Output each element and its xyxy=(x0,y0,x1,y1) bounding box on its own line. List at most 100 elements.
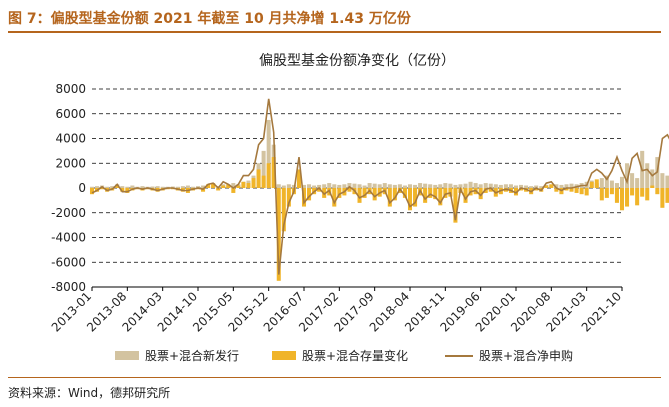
bar-stock-change xyxy=(660,188,665,208)
bar-new-issue xyxy=(524,185,529,188)
y-tick-label: -4000 xyxy=(51,231,86,245)
bar-new-issue xyxy=(372,183,377,188)
bar-stock-change xyxy=(296,169,301,188)
bar-stock-change xyxy=(463,188,468,203)
bar-stock-change xyxy=(619,188,625,211)
bar-new-issue xyxy=(95,186,100,188)
bar-stock-change xyxy=(513,188,519,196)
bar-new-issue xyxy=(660,173,665,188)
bar-new-issue xyxy=(630,173,635,188)
bar-stock-change xyxy=(433,188,438,200)
bar-new-issue xyxy=(407,184,413,188)
bar-new-issue xyxy=(140,186,145,188)
bar-new-issue xyxy=(428,184,433,188)
bar-new-issue xyxy=(150,186,155,188)
bar-new-issue xyxy=(120,186,125,188)
bar-new-issue xyxy=(554,184,559,188)
bar-new-issue xyxy=(317,184,322,188)
bar-new-issue xyxy=(130,185,135,188)
bar-new-issue xyxy=(513,185,519,188)
y-tick-label: -8000 xyxy=(51,280,86,294)
bar-stock-change xyxy=(236,185,241,188)
bar-stock-change xyxy=(100,188,105,190)
bar-new-issue xyxy=(286,184,291,188)
bar-stock-change xyxy=(584,188,589,196)
bar-new-issue xyxy=(362,185,367,188)
bar-new-issue xyxy=(160,186,165,188)
bar-stock-change xyxy=(428,188,433,198)
bar-new-issue xyxy=(478,184,483,188)
bar-new-issue xyxy=(493,184,498,188)
bar-new-issue xyxy=(397,184,402,188)
bar-new-issue xyxy=(342,184,347,188)
bar-stock-change xyxy=(594,179,599,188)
bar-new-issue xyxy=(619,176,625,188)
chart-canvas: 偏股型基金份额净变化（亿份） -8000 -6000 -4000 -2000 0 2000 4… xyxy=(49,52,669,335)
header-rule xyxy=(8,31,661,33)
bar-stock-change xyxy=(89,188,95,195)
bar-stock-change xyxy=(519,188,524,191)
figure-header: 图 7：偏股型基金份额 2021 年截至 10 月共净增 1.43 万亿份 xyxy=(8,11,411,27)
bar-stock-change xyxy=(120,188,125,192)
bar-new-issue xyxy=(322,184,327,188)
bar-stock-change xyxy=(387,188,392,207)
bar-new-issue xyxy=(402,185,407,188)
bar-new-issue xyxy=(438,184,443,188)
bar-stock-change xyxy=(478,188,483,200)
bar-new-issue xyxy=(534,185,539,188)
bar-new-issue xyxy=(498,184,503,188)
bar-new-issue xyxy=(418,183,423,188)
bar-stock-change xyxy=(276,188,281,281)
bar-new-issue xyxy=(488,183,493,188)
bar-new-issue xyxy=(650,169,655,188)
bar-stock-change xyxy=(443,188,448,198)
bar-stock-change xyxy=(534,188,539,191)
bar-stock-change xyxy=(645,188,650,201)
bar-new-issue xyxy=(609,180,614,188)
bar-stock-change xyxy=(362,188,367,198)
bar-new-issue xyxy=(458,184,463,188)
bar-stock-change xyxy=(221,185,226,188)
bar-new-issue xyxy=(201,185,206,188)
bar-new-issue xyxy=(392,184,397,188)
bar-new-issue xyxy=(387,184,392,188)
bar-stock-change xyxy=(231,188,236,193)
bar-new-issue xyxy=(155,186,160,188)
y-tick-label: 8000 xyxy=(55,82,86,96)
bar-new-issue xyxy=(569,183,574,188)
bar-new-issue xyxy=(423,183,428,188)
bar-new-issue xyxy=(382,183,387,188)
bar-new-issue xyxy=(105,186,110,188)
bar-new-issue xyxy=(312,185,317,188)
bar-new-issue xyxy=(367,183,372,188)
bar-stock-change xyxy=(317,188,322,192)
bar-stock-change xyxy=(226,184,231,188)
bar-stock-change xyxy=(544,185,549,188)
bar-new-issue xyxy=(453,184,458,188)
bar-new-issue xyxy=(448,183,453,188)
y-tick-label: 4000 xyxy=(55,132,86,146)
bar-new-issue xyxy=(599,178,604,188)
bar-stock-change xyxy=(549,184,554,188)
bar-stock-change xyxy=(266,163,271,188)
bar-stock-change xyxy=(589,181,594,188)
bar-stock-change xyxy=(246,183,251,188)
bar-new-issue xyxy=(559,184,564,188)
legend-swatch-new-issue xyxy=(115,351,139,360)
bar-new-issue xyxy=(190,186,195,188)
bar-new-issue xyxy=(307,184,312,188)
y-tick-label: 2000 xyxy=(55,156,86,170)
y-tick-label: 6000 xyxy=(55,107,86,121)
bar-stock-change xyxy=(438,188,443,206)
bar-new-issue xyxy=(266,119,271,188)
bar-new-issue xyxy=(468,181,473,188)
bar-stock-change xyxy=(564,188,569,191)
bar-new-issue xyxy=(463,183,468,188)
legend-item-stock-change: 股票+混合存量变化 xyxy=(272,347,408,364)
bar-stock-change xyxy=(281,188,286,232)
bar-stock-change xyxy=(483,188,488,193)
bar-new-issue xyxy=(327,183,332,188)
legend-swatch-net-line xyxy=(445,354,473,357)
bar-new-issue xyxy=(529,186,534,188)
bar-stock-change xyxy=(423,188,428,203)
